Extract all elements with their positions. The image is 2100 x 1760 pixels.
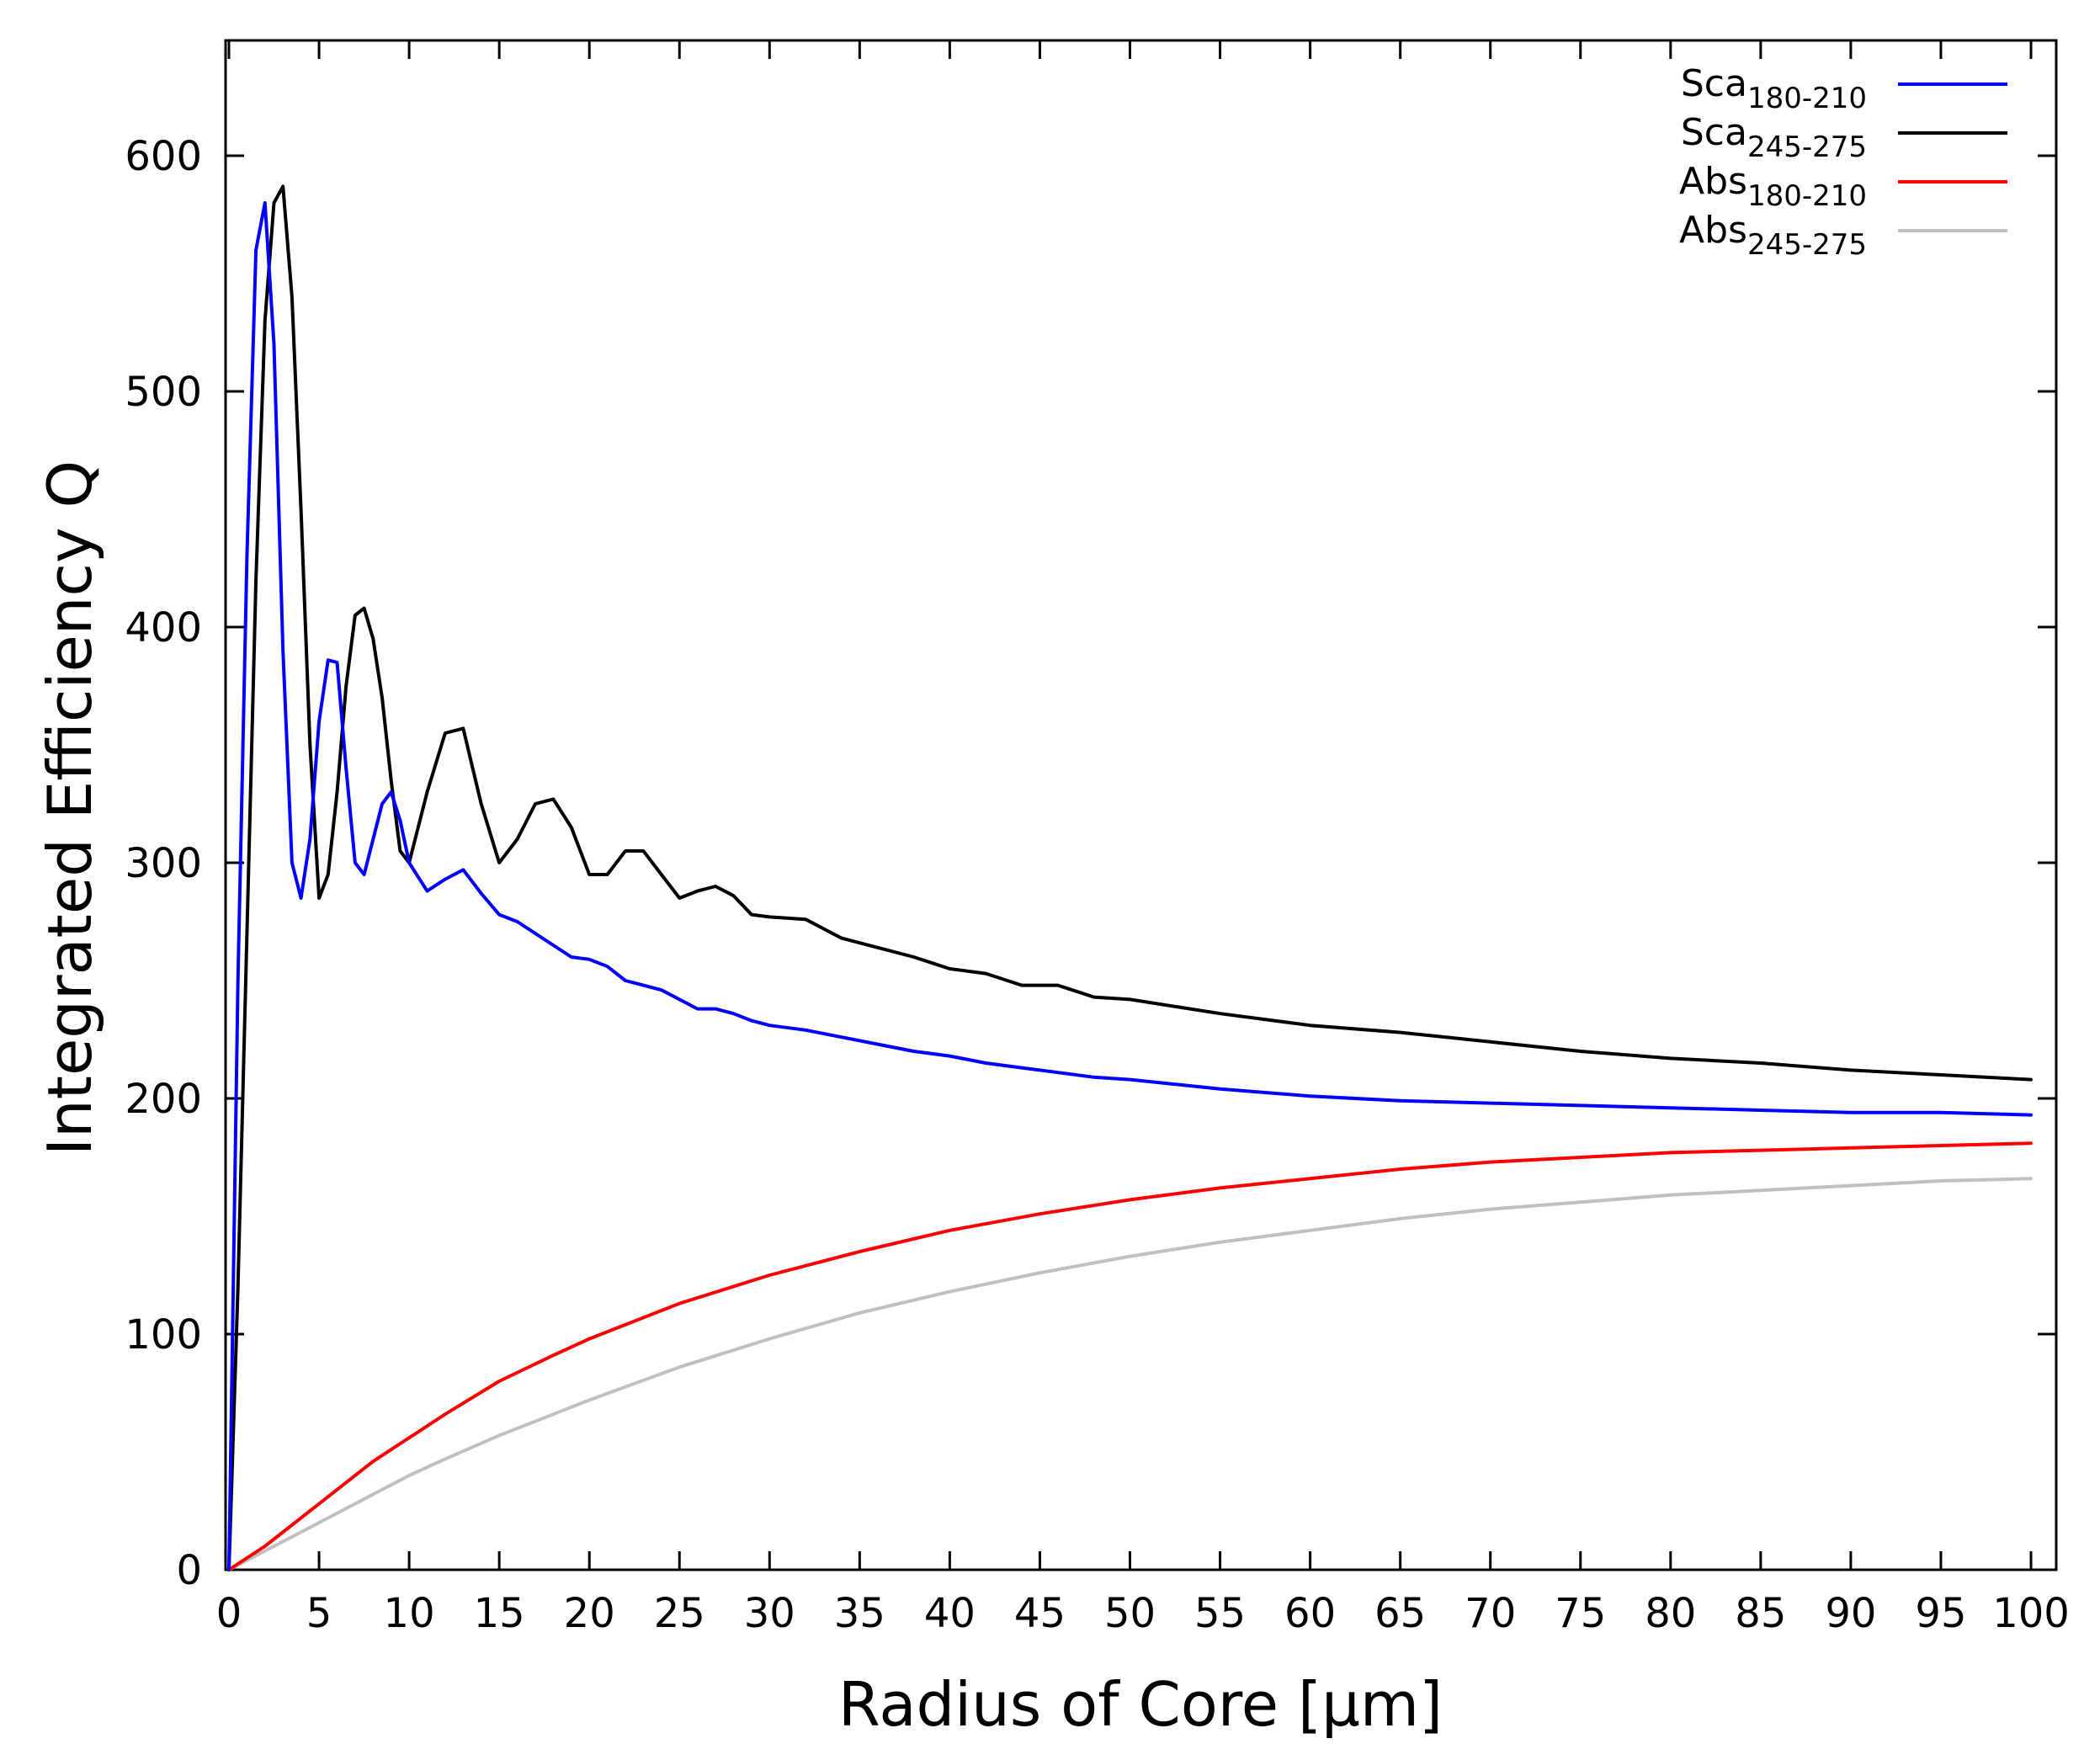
legend-label: Abs180-210 bbox=[1679, 160, 1867, 213]
legend-label-subscript: 180-210 bbox=[1747, 179, 1867, 213]
legend-label: Sca180-210 bbox=[1681, 62, 1867, 115]
legend-label-subscript: 180-210 bbox=[1747, 82, 1867, 115]
series-line-abs-245-275 bbox=[227, 1177, 2033, 1571]
series-line-abs-180-210 bbox=[227, 1141, 2033, 1571]
x-axis-ticks: 0 5 10 15 20 25 30 35 40 45 50 55 60 65 70 75 80 85 90 95 10… bbox=[216, 40, 2070, 1637]
x-tick-label: 30 bbox=[744, 1590, 795, 1637]
legend-label-subscript: 245-275 bbox=[1747, 130, 1867, 164]
legend-label-name: Sca bbox=[1681, 111, 1747, 154]
x-tick-label: 60 bbox=[1284, 1590, 1336, 1637]
x-tick-label: 80 bbox=[1645, 1590, 1696, 1637]
y-axis-ticks: 0 100 200 300 400 500 600 bbox=[125, 133, 2056, 1594]
series-line-sca-180-210 bbox=[227, 201, 2033, 1571]
x-tick-label: 100 bbox=[1992, 1590, 2070, 1637]
x-tick-label: 40 bbox=[924, 1590, 976, 1637]
x-tick-label: 45 bbox=[1014, 1590, 1066, 1637]
y-tick-label: 0 bbox=[176, 1547, 202, 1594]
x-tick-label: 15 bbox=[474, 1590, 525, 1637]
legend-label: Sca245-275 bbox=[1681, 111, 1867, 164]
series-line-sca-245-275 bbox=[227, 184, 2033, 1571]
x-tick-label: 20 bbox=[564, 1590, 615, 1637]
legend-label-subscript: 245-275 bbox=[1747, 228, 1867, 262]
plot-frame bbox=[224, 39, 2058, 1571]
x-tick-label: 50 bbox=[1104, 1590, 1156, 1637]
x-tick-label: 35 bbox=[834, 1590, 885, 1637]
x-axis-title: Radius of Core [µm] bbox=[838, 1669, 1443, 1740]
y-tick-label: 100 bbox=[125, 1311, 202, 1359]
x-tick-label: 25 bbox=[654, 1590, 705, 1637]
y-tick-label: 500 bbox=[125, 369, 202, 416]
legend-label-name: Abs bbox=[1679, 209, 1747, 252]
x-tick-label: 0 bbox=[216, 1590, 242, 1637]
x-tick-label: 90 bbox=[1825, 1590, 1876, 1637]
x-tick-label: 70 bbox=[1465, 1590, 1516, 1637]
x-tick-label: 5 bbox=[306, 1590, 332, 1637]
series-lines bbox=[227, 184, 2033, 1571]
y-axis-title: Integrated Efficiency Q bbox=[35, 460, 105, 1156]
x-tick-label: 85 bbox=[1735, 1590, 1786, 1637]
y-tick-label: 400 bbox=[125, 604, 202, 651]
y-tick-label: 200 bbox=[125, 1076, 202, 1123]
legend-label: Abs245-275 bbox=[1679, 209, 1867, 262]
x-tick-label: 75 bbox=[1555, 1590, 1606, 1637]
y-tick-label: 600 bbox=[125, 133, 202, 180]
legend-label-name: Sca bbox=[1681, 62, 1747, 105]
x-tick-label: 10 bbox=[384, 1590, 435, 1637]
legend-label-name: Abs bbox=[1679, 160, 1747, 203]
x-tick-label: 55 bbox=[1194, 1590, 1246, 1637]
x-tick-label: 95 bbox=[1915, 1590, 1966, 1637]
x-tick-label: 65 bbox=[1374, 1590, 1426, 1637]
y-tick-label: 300 bbox=[125, 840, 202, 887]
